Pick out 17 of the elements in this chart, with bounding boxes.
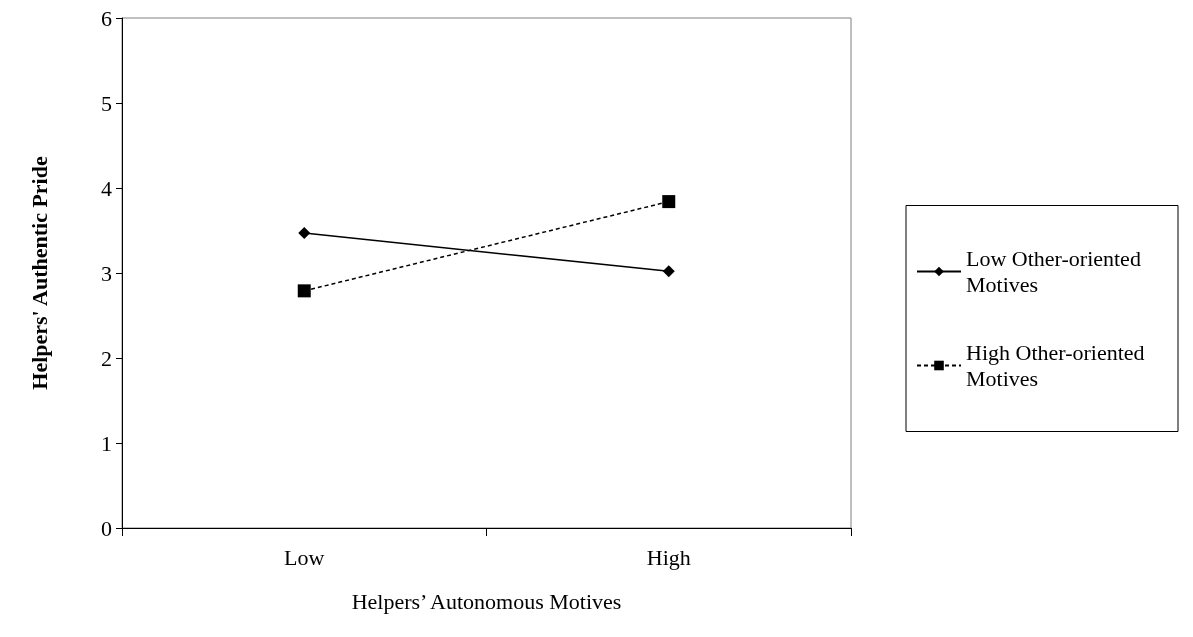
point xyxy=(297,284,311,298)
y-tick-label: 5 xyxy=(101,90,112,116)
point xyxy=(662,265,675,278)
x-axis-title: Helpers’ Autonomous Motives xyxy=(351,588,622,614)
point xyxy=(298,227,311,240)
y-tick-label: 1 xyxy=(101,430,112,456)
y-tick-label: 6 xyxy=(101,5,112,31)
x-tick-label: High xyxy=(646,544,691,570)
legend-label: Low Other-oriented Motives xyxy=(966,246,1147,297)
point xyxy=(662,195,676,209)
x-tick-label: Low xyxy=(284,544,325,570)
y-tick-label: 0 xyxy=(101,515,112,541)
y-axis-title: Helpers' Authentic Pride xyxy=(26,156,52,390)
y-tick-label: 2 xyxy=(101,345,112,371)
legend-label: High Other-oriented Motives xyxy=(966,340,1151,391)
y-tick-label: 3 xyxy=(101,260,112,286)
y-tick-label: 4 xyxy=(101,175,112,201)
